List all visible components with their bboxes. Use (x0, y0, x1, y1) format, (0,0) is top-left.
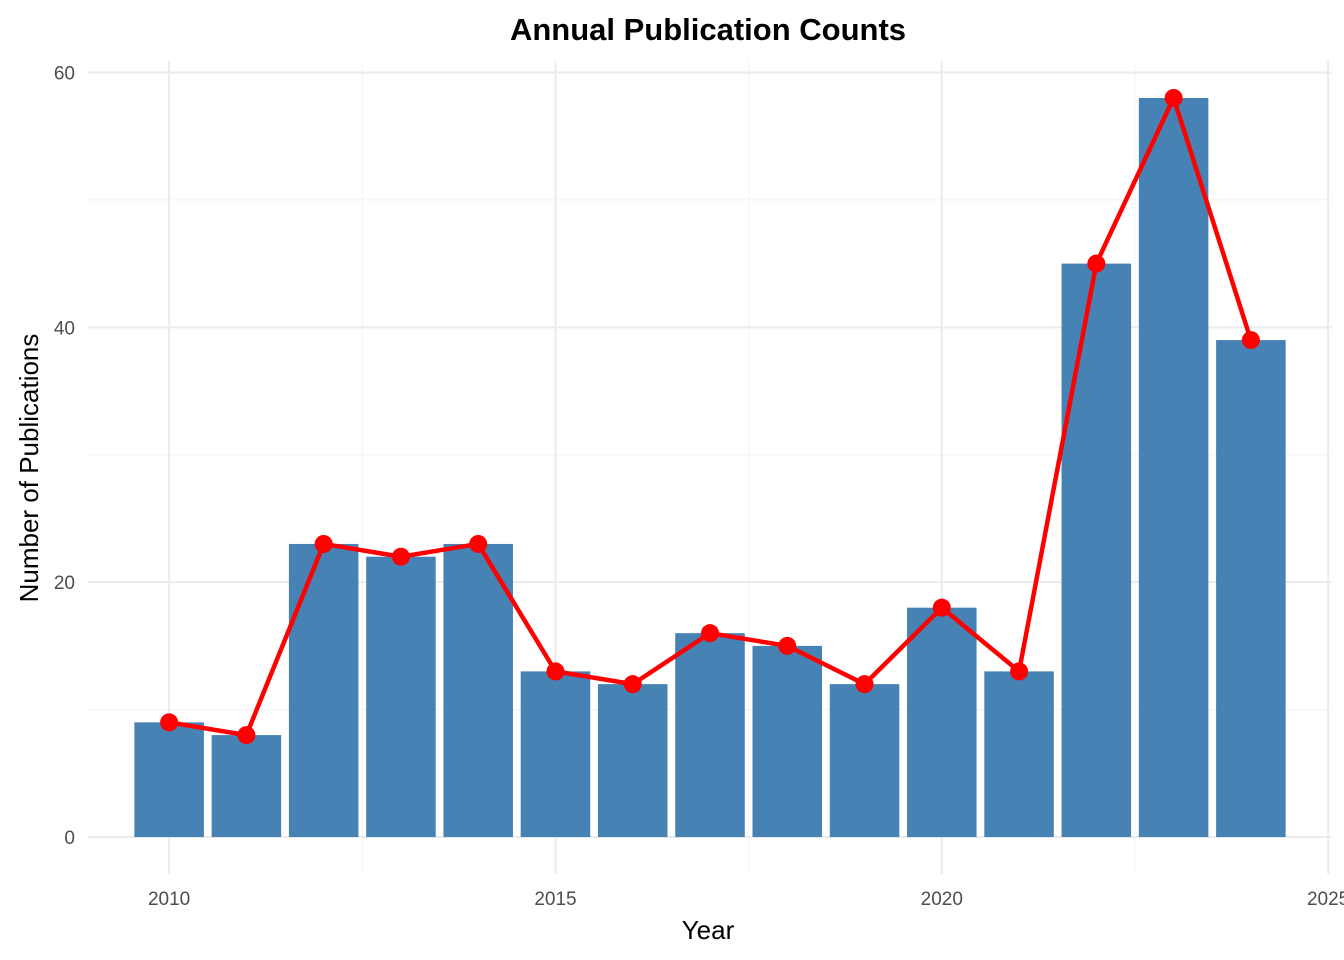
ticks: 2010 2015 2020 2025 0 20 40 60 (54, 63, 1344, 910)
bar-2022 (1061, 263, 1132, 838)
x-tick-label: 2025 (1307, 889, 1344, 910)
bars (134, 97, 1286, 838)
point-2023 (1164, 88, 1183, 107)
bar-2017 (675, 633, 745, 838)
point-2024 (1241, 331, 1260, 350)
point-2016 (623, 675, 642, 694)
bar-2023 (1138, 97, 1209, 838)
bar-2011 (211, 735, 282, 838)
point-2013 (391, 547, 410, 566)
point-2011 (237, 726, 256, 745)
y-tick-label: 20 (54, 573, 75, 594)
bar-2024 (1216, 340, 1286, 838)
bar-2015 (520, 671, 591, 838)
point-2019 (855, 675, 874, 694)
bar-2019 (829, 684, 900, 838)
bar-2016 (597, 684, 668, 838)
x-tick-label: 2010 (148, 889, 190, 910)
y-tick-label: 60 (54, 63, 75, 84)
y-tick-label: 0 (64, 828, 75, 849)
point-2012 (314, 534, 333, 553)
x-axis-title: Year (682, 915, 735, 945)
point-2017 (701, 624, 719, 643)
point-2020 (932, 598, 951, 617)
y-axis-title: Number of Publications (14, 334, 44, 603)
bar-2021 (984, 671, 1054, 838)
x-tick-label: 2020 (921, 889, 963, 910)
bar-2010 (134, 722, 204, 838)
bar-2018 (752, 645, 823, 838)
bar-2020 (907, 607, 977, 838)
chart-title: Annual Publication Counts (510, 12, 906, 47)
bar-2013 (366, 556, 436, 838)
bar-2012 (288, 543, 359, 838)
point-2015 (546, 662, 565, 681)
point-2018 (778, 636, 797, 655)
x-tick-label: 2015 (534, 889, 576, 910)
bar-2014 (443, 543, 513, 838)
point-2014 (469, 534, 488, 553)
point-2021 (1010, 662, 1029, 681)
point-2022 (1087, 254, 1106, 273)
point-2010 (160, 713, 179, 732)
line-layer (160, 88, 1260, 745)
y-tick-label: 40 (54, 318, 75, 339)
